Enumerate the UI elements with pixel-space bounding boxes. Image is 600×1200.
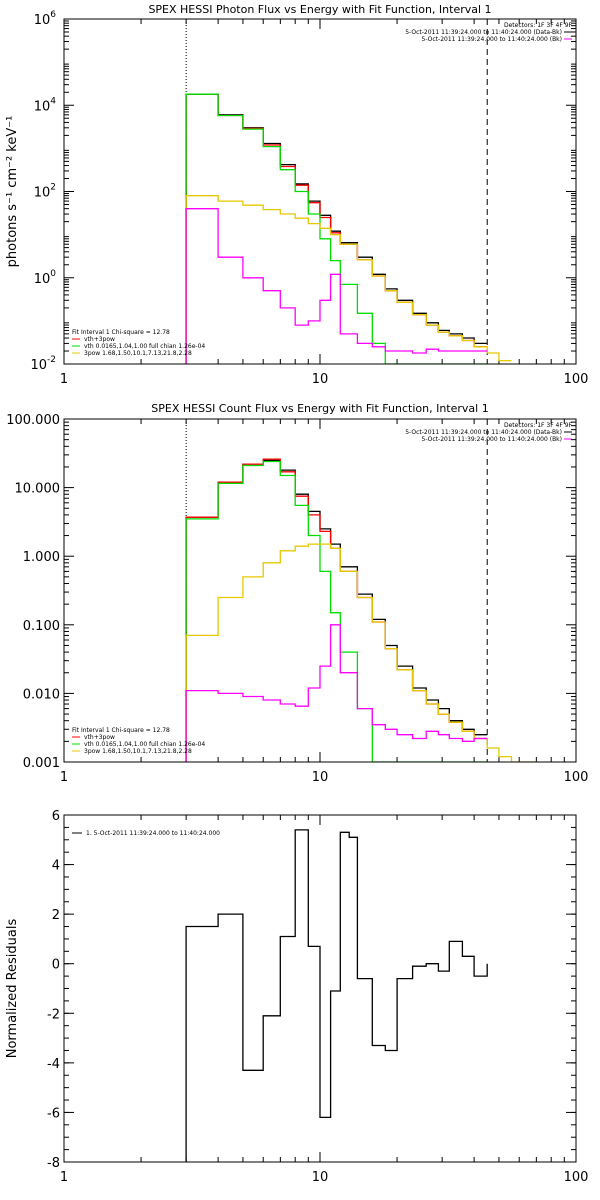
legend-entry-text: vth+3pow (84, 734, 115, 741)
legend-entry-text: vth 0.0165,1.04,1.00 full chian 1.26e-04 (84, 741, 205, 748)
legend-entry-text: 3pow 1.68,1.50,10.1,7.13,21.8,2.28 (84, 748, 192, 755)
y-tick-label: 1.000 (23, 550, 60, 565)
legend-entry-text: 3pow 1.68,1.50,10.1,7.13,21.8,2.28 (84, 350, 192, 357)
x-tick-label: 10 (312, 372, 329, 387)
y-tick-label: 10-2 (30, 355, 56, 373)
y-tick-label: -2 (47, 1007, 60, 1022)
y-tick-label: 100.000 (6, 413, 60, 428)
series-line-vth-3pow (185, 93, 488, 364)
plot-frame (63, 418, 577, 763)
y-tick-label: 10.000 (15, 482, 61, 497)
series-line-3pow (185, 543, 538, 762)
legend-fit-header: Fit Interval 1 Chi-square = 12.78 (72, 727, 170, 734)
legend-entry-text: vth 0.0165,1.04,1.00 full chian 1.26e-04 (84, 343, 205, 350)
x-tick-label: 100 (564, 1170, 589, 1185)
x-tick-label: 1 (60, 1170, 68, 1185)
chart-panel-3: 1 10 100 -8 -6 -4 -2 0 2 4 6 Normalized Residuals 1.… (5, 809, 588, 1185)
plot-area (185, 458, 538, 762)
y-tick-label: 104 (34, 96, 57, 114)
series-line-data-bk (185, 459, 488, 762)
y-tick-label: -4 (47, 1057, 60, 1072)
series-line-vth (185, 460, 488, 762)
y-tick-label: 0 (52, 958, 60, 973)
series-line-vth (185, 93, 488, 364)
series-line-vth-3pow (185, 458, 488, 762)
series-line-1- (185, 829, 488, 1162)
legend-entry-text: 5-Oct-2011 11:39:24.000 to 11:40:24.000 … (405, 29, 562, 36)
series-line-bk (185, 624, 488, 762)
legend-detectors: Detectors: 1F 3F 4F 9F (504, 422, 573, 429)
x-tick-label: 100 (564, 372, 589, 387)
x-tick-label: 10 (312, 1170, 329, 1185)
y-tick-label: 6 (52, 809, 60, 824)
series-line-data-bk (185, 93, 488, 364)
y-tick-label: -8 (47, 1156, 60, 1171)
plot-frame (63, 814, 577, 1163)
legend-entry-text: 5-Oct-2011 11:39:24.000 to 11:40:24.000 … (422, 436, 563, 443)
plot-frame (63, 18, 577, 365)
legend-fit-header: Fit Interval 1 Chi-square = 12.78 (72, 329, 170, 336)
chart-title: SPEX HESSI Photon Flux vs Energy with Fi… (148, 3, 491, 16)
legend-detectors: Detectors: 1F 3F 4F 9F (504, 22, 573, 29)
legend-entry-text: 5-Oct-2011 11:39:24.000 to 11:40:24.000 … (405, 429, 562, 436)
x-tick-label: 10 (312, 770, 329, 785)
chart-panel-2: SPEX HESSI Count Flux vs Energy with Fit… (6, 402, 588, 785)
y-tick-label: 100 (34, 269, 57, 287)
y-tick-label: -6 (47, 1106, 60, 1121)
series-line-bk (185, 208, 488, 364)
y-tick-label: 4 (52, 859, 60, 874)
y-tick-label: 0.010 (23, 687, 60, 702)
y-axis-title: Normalized Residuals (5, 919, 20, 1059)
y-tick-label: 0.001 (23, 756, 60, 771)
x-tick-label: 1 (60, 372, 68, 387)
plot-area (185, 93, 512, 364)
x-tick-label: 100 (564, 770, 589, 785)
chart-title: SPEX HESSI Count Flux vs Energy with Fit… (151, 402, 488, 415)
legend-entry-text: 1. 5-Oct-2011 11:39:24.000 to 11:40:24.0… (86, 830, 220, 837)
series-line-3pow (185, 195, 512, 364)
chart-panel-1: SPEX HESSI Photon Flux vs Energy with Fi… (5, 3, 588, 387)
legend-entry-text: vth+3pow (84, 336, 115, 343)
y-tick-label: 106 (34, 10, 57, 28)
x-tick-label: 1 (60, 770, 68, 785)
legend-entry-text: 5-Oct-2011 11:39:24.000 to 11:40:24.000 … (422, 36, 563, 43)
y-axis-title: photons s⁻¹ cm⁻² keV⁻¹ (5, 116, 20, 268)
y-tick-label: 102 (34, 183, 56, 201)
plot-area (185, 829, 488, 1162)
y-tick-label: 2 (52, 908, 60, 923)
y-tick-label: 0.100 (23, 619, 60, 634)
